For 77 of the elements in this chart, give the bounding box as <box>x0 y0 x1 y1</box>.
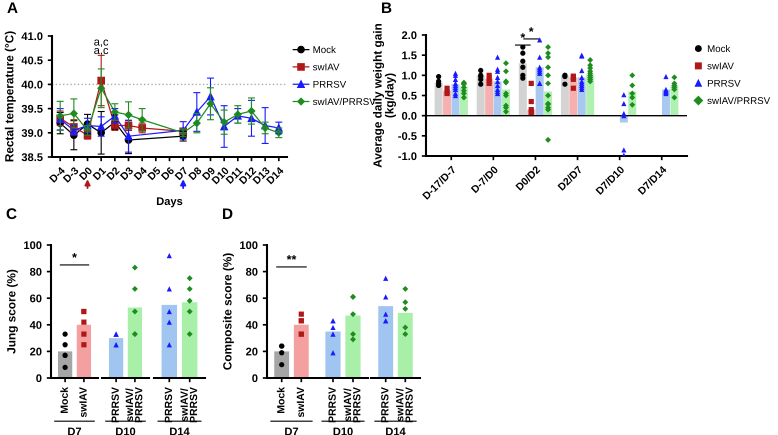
y-tick-label: 1.0 <box>402 72 417 80</box>
y-tick-label: -0.5 <box>398 132 417 140</box>
y-tick-label: 60 <box>246 294 258 302</box>
x-tick-label: D2 <box>106 166 120 180</box>
x-tick-label: swIAV/ PRRSV <box>180 387 198 422</box>
x-tick-label: PRRSV <box>328 387 336 422</box>
legend-label: PRRSV <box>708 80 741 87</box>
x-tick-label: D3 <box>120 166 134 180</box>
legend-label: swIAV/PRRSV <box>707 96 770 104</box>
x-tick-label: D7 <box>174 166 188 180</box>
y-axis-title: Average daily weight gain (kg/day) <box>373 24 396 168</box>
y-tick-label: 0.0 <box>402 112 417 120</box>
x-tick-label: swIAV/ PRRSV <box>125 387 142 422</box>
x-axis-title: D7 <box>285 428 298 435</box>
x-tick-label: Mock <box>60 387 68 413</box>
annotation: a,c <box>94 40 108 47</box>
x-tick-label: D-4 <box>49 166 66 183</box>
x-tick-label: D-3 <box>62 166 80 183</box>
y-tick-label: 20 <box>30 348 42 356</box>
legend-label: swIAV <box>312 64 340 70</box>
y-tick-label: -1.0 <box>398 152 417 160</box>
x-tick-label: D8 <box>188 166 202 180</box>
y-tick-label: 2.0 <box>402 31 417 40</box>
x-tick-label: D5 <box>147 166 162 180</box>
chart-title: B <box>382 2 392 13</box>
y-axis-title: Jung score (%) <box>6 270 18 354</box>
y-tick-label: 100 <box>24 241 42 250</box>
y-tick-label: 38.5 <box>22 153 43 162</box>
y-tick-label: 40 <box>246 321 258 329</box>
x-axis-title: D14 <box>170 428 190 435</box>
x-tick-label: D0 <box>78 166 93 180</box>
x-tick-label: swIAV/ PRRSV <box>396 387 413 422</box>
x-tick-label: PRRSV <box>112 387 119 422</box>
x-tick-label: D6 <box>160 166 175 180</box>
legend-label: Mock <box>708 44 730 52</box>
y-tick-label: 39.0 <box>22 129 43 137</box>
text: * <box>528 27 534 32</box>
y-tick-label: 40.0 <box>22 80 43 89</box>
y-axis-title: Rectal temperature (°C) <box>4 31 16 162</box>
legend-label: swIAV <box>707 62 734 70</box>
y-tick-label: 40.5 <box>22 56 43 64</box>
legend-label: PRRSV <box>313 80 346 88</box>
y-tick-label: 0.5 <box>402 92 417 100</box>
annotation: ** <box>286 255 296 260</box>
annotation: a,c <box>94 48 108 56</box>
x-tick-label: Mock <box>276 387 284 413</box>
chart-title: D <box>223 208 232 219</box>
x-axis-title: D10 <box>334 428 353 435</box>
y-tick-label: 80 <box>246 268 258 276</box>
y-tick-label: 80 <box>30 268 42 276</box>
y-tick-label: 41.0 <box>22 32 43 40</box>
x-tick-label: swIAV <box>296 387 304 418</box>
y-tick-label: 1.5 <box>402 52 417 60</box>
x-tick-label: D1 <box>92 166 106 180</box>
annotation: * <box>520 33 526 38</box>
y-tick-label: 40 <box>30 321 42 329</box>
y-tick-label: 100 <box>240 241 258 250</box>
x-axis-title: Days <box>156 197 182 208</box>
x-tick-label: PRRSV <box>164 387 172 422</box>
legend-label: Mock <box>313 46 336 54</box>
y-axis-title: Composite score (%) <box>222 253 234 370</box>
x-axis-title: D14 <box>386 428 406 435</box>
x-tick-label: swIAV/ PRRSV <box>343 387 360 422</box>
y-tick-label: 60 <box>30 294 42 302</box>
chart-title: C <box>6 208 17 220</box>
y-tick-label: 0 <box>252 374 258 382</box>
legend-label: swIAV/PRRSV <box>312 98 376 106</box>
y-tick-label: 0 <box>36 374 42 382</box>
y-tick-label: 39.5 <box>22 104 43 113</box>
x-tick-label: D4 <box>134 166 148 180</box>
x-tick-label: swIAV <box>79 387 87 418</box>
chart-title: A <box>7 2 18 13</box>
x-axis-title: D7 <box>68 428 82 435</box>
annotation: * <box>72 253 77 258</box>
x-tick-label: PRRSV <box>381 387 388 422</box>
x-axis-title: D10 <box>116 428 136 435</box>
y-tick-label: 20 <box>246 348 258 356</box>
